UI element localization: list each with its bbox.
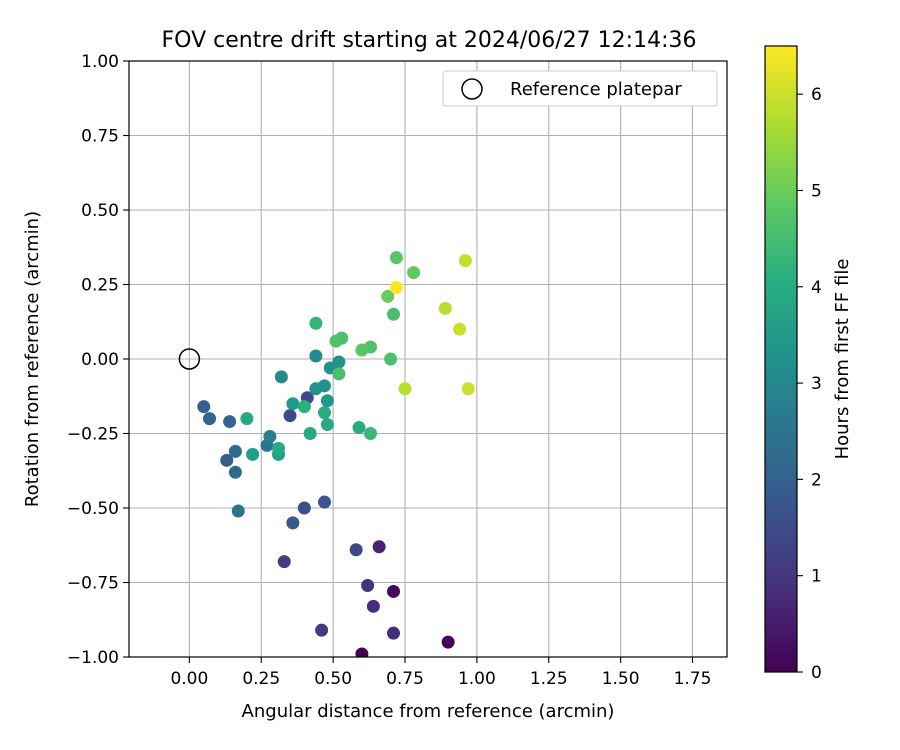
data-point: [458, 254, 472, 268]
data-point: [228, 465, 242, 479]
x-tick-label: 0.50: [314, 669, 352, 689]
colorbar-ticks: 0 1 2 3 4 5 6: [797, 85, 822, 683]
y-axis-label: Rotation from reference (arcmin): [22, 211, 43, 507]
data-point: [349, 543, 363, 557]
data-point: [283, 409, 297, 423]
data-point: [389, 280, 403, 294]
data-point: [220, 453, 234, 467]
data-point: [372, 540, 386, 554]
colorbar-tick-label: 5: [811, 181, 822, 201]
colorbar-tick-label: 4: [811, 278, 822, 298]
legend-marker: [461, 78, 483, 100]
data-point: [332, 355, 346, 369]
y-tick-label: 0.25: [81, 276, 119, 296]
data-point: [277, 555, 291, 569]
data-point: [352, 421, 366, 435]
data-point: [197, 400, 211, 414]
data-point: [297, 501, 311, 515]
x-tick-label: 1.75: [674, 669, 712, 689]
legend-box: [442, 70, 718, 107]
x-axis-label: Angular distance from reference (arcmin): [242, 701, 615, 722]
y-tick-label: 0.75: [81, 127, 119, 147]
data-point: [272, 441, 285, 455]
y-tick-label: 1.00: [81, 52, 119, 72]
data-point: [387, 307, 400, 321]
data-point: [309, 316, 323, 330]
data-point: [407, 266, 421, 280]
x-tick-label: 1.00: [458, 669, 496, 689]
data-point: [387, 584, 400, 598]
data-point: [355, 647, 369, 657]
data-point: [389, 251, 403, 265]
reference-marker: [178, 348, 201, 370]
data-point: [318, 495, 331, 509]
colorbar-label: Hours from first FF file: [832, 259, 853, 460]
y-axis-ticks: 1.00 0.75 0.50 0.25 0.00 −0.25 −0.50 −0.75 −1.00: [67, 52, 129, 668]
data-point: [286, 516, 300, 530]
colorbar-tick-label: 1: [811, 567, 822, 587]
colorbar-gradient: [764, 45, 798, 673]
data-point: [303, 427, 317, 440]
data-point: [318, 379, 331, 393]
data-point: [355, 343, 369, 357]
colorbar-tick-label: 0: [811, 663, 822, 683]
data-point: [438, 301, 452, 315]
legend: Reference platepar: [442, 70, 718, 107]
data-point: [263, 429, 277, 443]
y-tick-label: 0.00: [81, 350, 119, 370]
data-point: [384, 352, 398, 366]
data-point: [387, 626, 400, 640]
colorbar-tick-label: 6: [811, 85, 822, 105]
data-point: [361, 578, 375, 592]
data-point: [203, 412, 216, 426]
data-point: [297, 400, 311, 414]
data-point: [286, 397, 300, 411]
y-tick-label: −1.00: [67, 648, 119, 668]
chart-title: FOV centre drift starting at 2024/06/27 …: [162, 28, 697, 53]
data-point: [398, 382, 412, 396]
x-tick-label: 0.25: [242, 669, 280, 689]
data-point: [364, 427, 377, 440]
data-point: [320, 418, 334, 432]
data-point: [332, 367, 346, 381]
y-tick-label: −0.25: [67, 425, 119, 445]
data-point: [318, 406, 331, 420]
data-point: [453, 322, 467, 336]
x-tick-label: 1.50: [602, 669, 640, 689]
y-tick-label: 0.50: [81, 201, 119, 221]
colorbar-tick-label: 3: [811, 374, 822, 394]
data-point: [228, 444, 242, 458]
x-tick-label: 0.00: [170, 669, 208, 689]
colorbar: 0 1 2 3 4 5 6 Hours from first FF file: [764, 45, 853, 683]
x-tick-label: 0.75: [386, 669, 424, 689]
y-tick-label: −0.75: [67, 574, 119, 594]
data-point: [309, 349, 323, 363]
data-points: [197, 251, 475, 657]
data-point: [315, 623, 329, 637]
data-point: [240, 412, 254, 426]
data-point: [246, 447, 260, 461]
x-tick-label: 1.25: [530, 669, 568, 689]
data-point: [441, 635, 455, 649]
data-point: [366, 599, 380, 613]
data-point: [461, 382, 475, 396]
legend-label: Reference platepar: [510, 79, 682, 100]
data-point: [274, 370, 288, 384]
data-point: [223, 415, 237, 429]
data-point: [381, 289, 395, 303]
data-point: [329, 334, 343, 348]
data-point: [320, 394, 334, 408]
y-tick-label: −0.50: [67, 499, 119, 519]
x-axis-ticks: 0.00 0.25 0.50 0.75 1.00 1.25 1.50 1.75: [170, 657, 711, 689]
colorbar-tick-label: 2: [811, 470, 822, 490]
data-point: [231, 504, 245, 518]
